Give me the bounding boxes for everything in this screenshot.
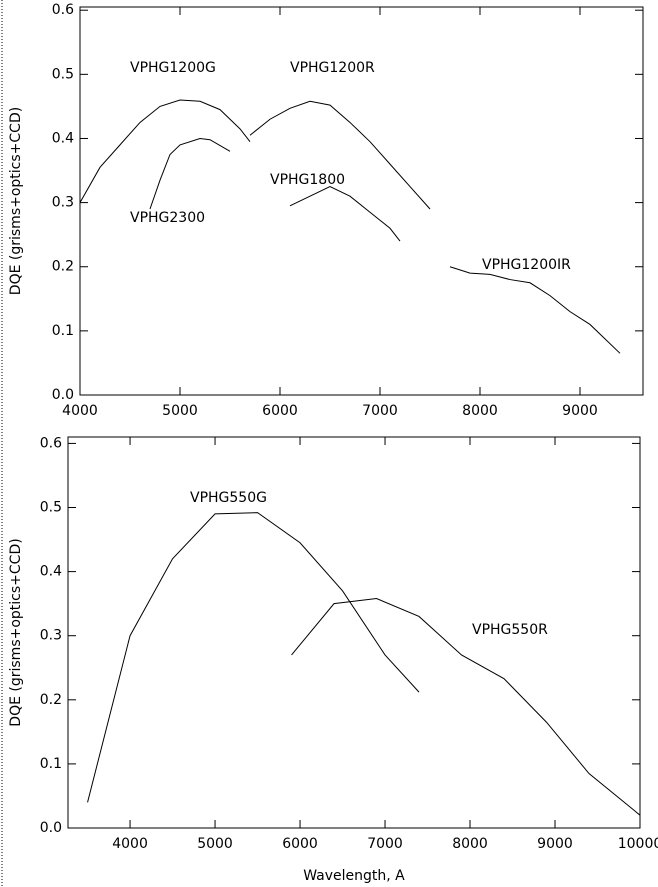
y-tick-label: 0.1 bbox=[52, 323, 74, 339]
x-tick-label: 7000 bbox=[362, 403, 398, 419]
line-series bbox=[291, 598, 641, 816]
x-tick-label: 5000 bbox=[197, 836, 233, 852]
x-tick-label: 9000 bbox=[562, 403, 598, 419]
x-tick-label: 6000 bbox=[262, 403, 298, 419]
x-tick-label: 4000 bbox=[62, 403, 98, 419]
series-label: VPHG550R bbox=[472, 622, 548, 638]
x-tick-label: 6000 bbox=[282, 836, 318, 852]
x-tick-label: 8000 bbox=[452, 836, 488, 852]
x-tick-label: 8000 bbox=[462, 403, 498, 419]
x-tick-label: 10000 bbox=[618, 836, 658, 852]
line-series bbox=[87, 512, 420, 803]
plot-frame bbox=[67, 436, 641, 829]
y-tick-label: 0.2 bbox=[40, 692, 62, 708]
y-tick-label: 0.1 bbox=[40, 756, 62, 772]
line-series bbox=[79, 99, 251, 203]
y-tick-label: 0.4 bbox=[52, 130, 74, 146]
series-label: VPHG1800 bbox=[270, 172, 345, 188]
y-tick-label: 0.4 bbox=[40, 564, 62, 580]
x-tick-label: 5000 bbox=[162, 403, 198, 419]
y-axis-label: DQE (grisms+optics+CCD) bbox=[8, 538, 24, 726]
y-tick-label: 0.0 bbox=[52, 387, 74, 403]
series-label: VPHG550G bbox=[190, 490, 267, 506]
x-tick-label: 9000 bbox=[537, 836, 573, 852]
x-tick-label: 7000 bbox=[367, 836, 403, 852]
series-label: VPHG1200G bbox=[130, 60, 216, 76]
y-tick-label: 0.3 bbox=[40, 628, 62, 644]
y-tick-label: 0.0 bbox=[40, 820, 62, 836]
series-label: VPHG1200R bbox=[290, 60, 375, 76]
line-series bbox=[449, 266, 621, 354]
y-tick-label: 0.5 bbox=[40, 500, 62, 516]
plot-frame bbox=[79, 6, 644, 396]
series-label: VPHG2300 bbox=[130, 210, 205, 226]
y-axis-label: DQE (grisms+optics+CCD) bbox=[8, 107, 24, 295]
line-series bbox=[249, 100, 431, 210]
y-tick-label: 0.6 bbox=[52, 2, 74, 18]
y-tick-label: 0.2 bbox=[52, 259, 74, 275]
y-tick-label: 0.3 bbox=[52, 195, 74, 211]
y-tick-label: 0.5 bbox=[52, 66, 74, 82]
x-axis-label: Wavelength, A bbox=[303, 868, 405, 884]
y-tick-label: 0.6 bbox=[40, 435, 62, 451]
series-label: VPHG1200IR bbox=[482, 257, 571, 273]
line-series bbox=[289, 186, 401, 242]
line-series bbox=[149, 137, 231, 210]
x-tick-label: 4000 bbox=[112, 836, 148, 852]
